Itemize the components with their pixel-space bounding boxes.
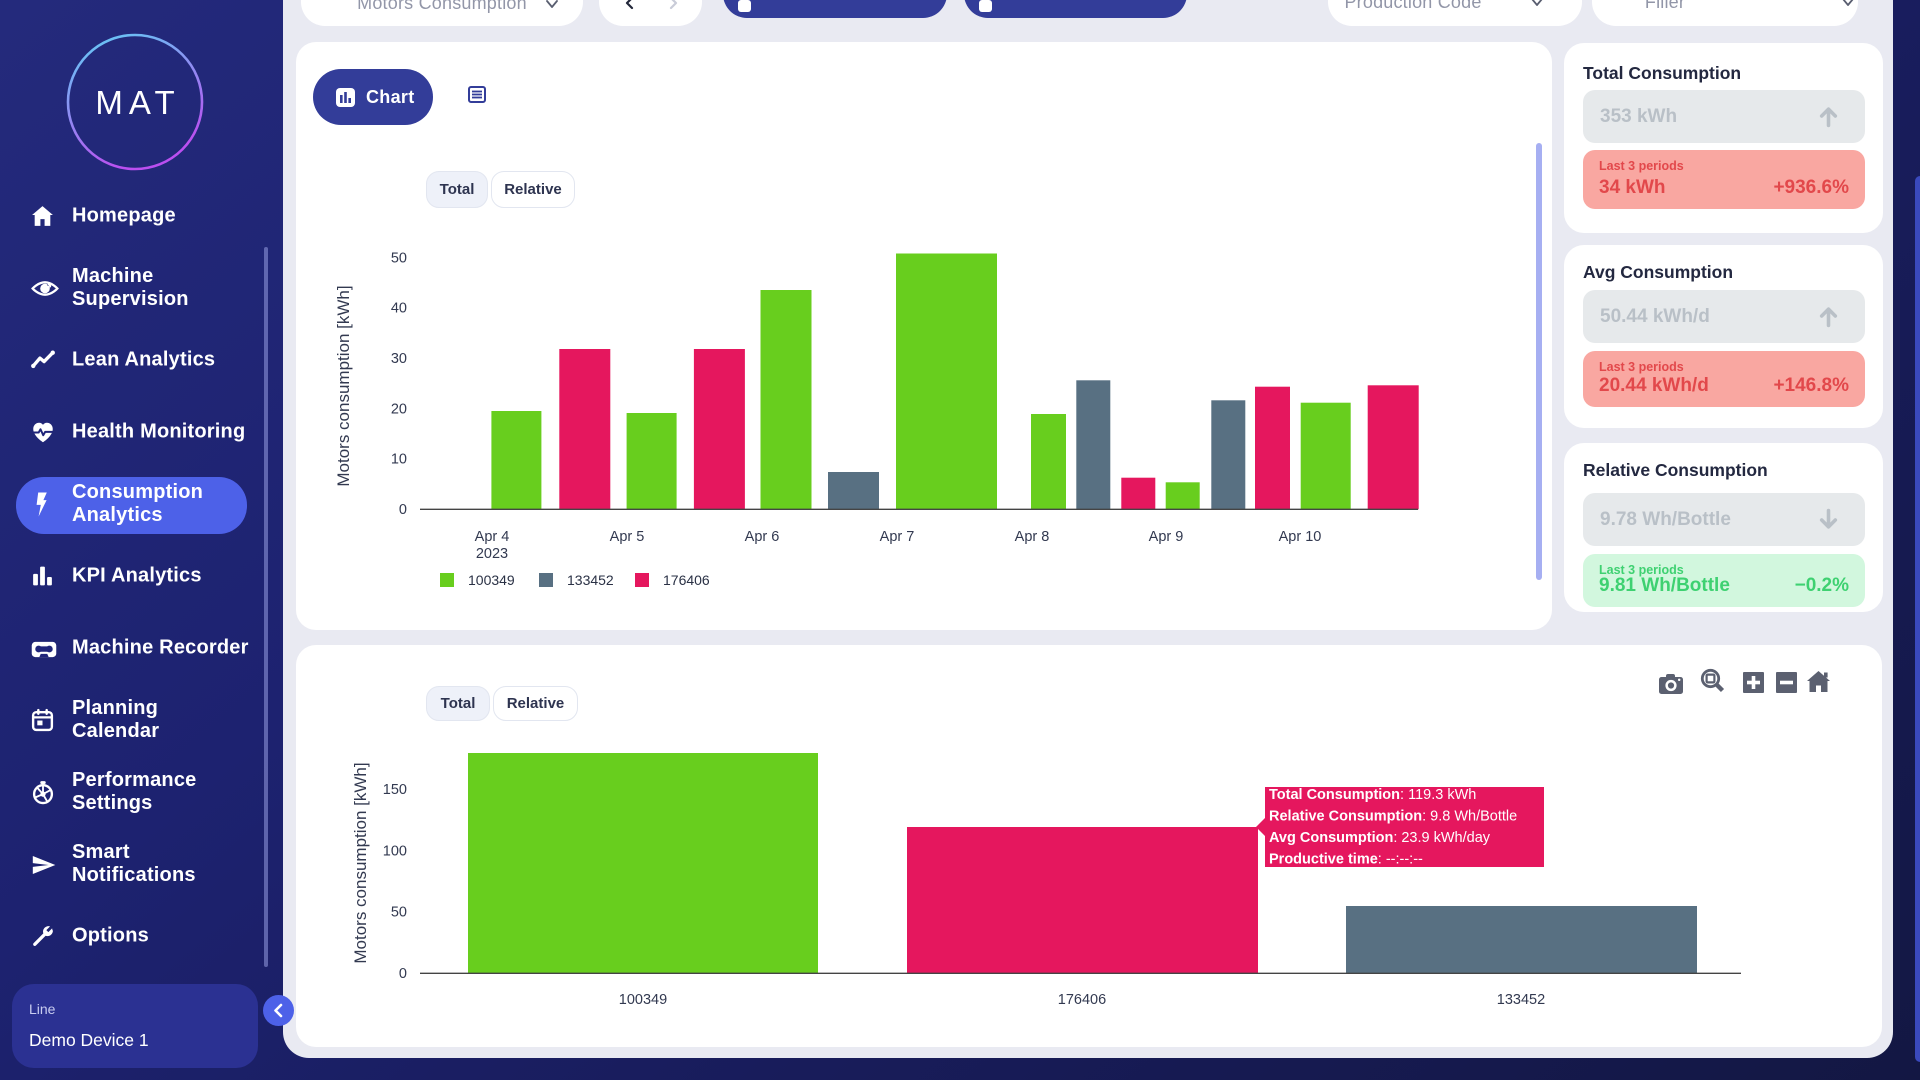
svg-text:176406: 176406 [663, 572, 710, 588]
svg-text:100349: 100349 [468, 572, 515, 588]
svg-text:133452: 133452 [1497, 992, 1545, 1008]
svg-text:Apr 8: Apr 8 [1015, 529, 1050, 545]
svg-text:Avg Consumption: 23.9 kWh/day: Avg Consumption: 23.9 kWh/day [1269, 830, 1491, 846]
svg-text:Apr 7: Apr 7 [880, 529, 915, 545]
svg-text:50: 50 [391, 905, 407, 921]
svg-text:Productive time: --:--:--: Productive time: --:--:-- [1269, 852, 1423, 868]
svg-text:10: 10 [391, 452, 407, 468]
svg-text:0: 0 [399, 502, 407, 518]
svg-text:Apr 4: Apr 4 [475, 529, 510, 545]
svg-text:50: 50 [391, 250, 407, 266]
svg-text:Apr 10: Apr 10 [1279, 529, 1322, 545]
svg-text:0: 0 [399, 966, 407, 982]
svg-text:40: 40 [391, 301, 407, 317]
svg-text:Apr 9: Apr 9 [1149, 529, 1184, 545]
svg-text:Apr 6: Apr 6 [745, 529, 780, 545]
svg-text:Total Consumption: 119.3 kWh: Total Consumption: 119.3 kWh [1269, 787, 1476, 803]
svg-text:133452: 133452 [567, 572, 614, 588]
svg-text:Relative Consumption: 9.8 Wh/B: Relative Consumption: 9.8 Wh/Bottle [1269, 809, 1517, 825]
svg-text:Apr 5: Apr 5 [610, 529, 645, 545]
svg-text:30: 30 [391, 351, 407, 367]
svg-text:MAT: MAT [95, 84, 180, 121]
svg-text:176406: 176406 [1058, 992, 1106, 1008]
svg-text:20: 20 [391, 401, 407, 417]
svg-text:Motors consumption [kWh]: Motors consumption [kWh] [334, 285, 353, 486]
svg-text:100349: 100349 [619, 992, 667, 1008]
svg-text:100: 100 [383, 843, 407, 859]
svg-text:150: 150 [383, 782, 407, 798]
svg-text:Motors consumption [kWh]: Motors consumption [kWh] [351, 762, 370, 963]
svg-text:2023: 2023 [476, 546, 508, 562]
